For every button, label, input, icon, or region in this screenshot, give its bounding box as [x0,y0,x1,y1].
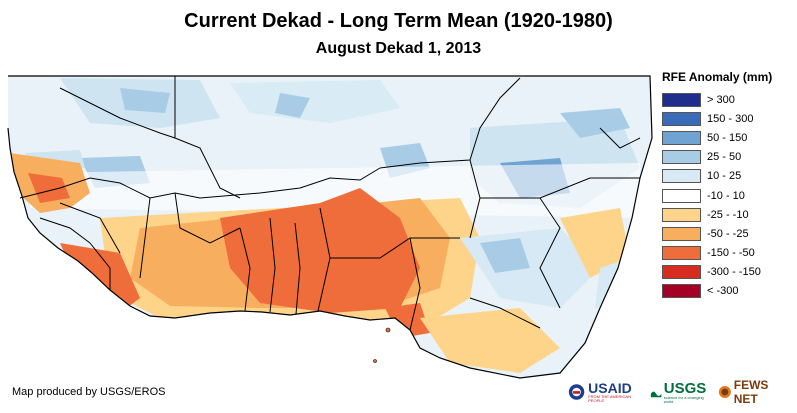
legend-label: -50 - -25 [707,227,749,240]
map-subtitle: August Dekad 1, 2013 [315,40,482,57]
country-borders [19,76,641,331]
map-land [8,76,652,378]
credit-text: Map produced by USGS/EROS [12,386,166,398]
legend-item: > 300 [662,90,772,109]
fewsnet-logo: FEWS NET [718,378,787,406]
usaid-seal-icon [568,384,585,400]
legend-label: > 300 [707,93,735,106]
legend-item: -25 - -10 [662,205,772,224]
legend-label: -25 - -10 [707,208,749,221]
map-title: Current Dekad - Long Term Mean (1920-198… [184,10,613,32]
legend-label: -10 - 10 [707,189,745,202]
logos: USAID FROM THE AMERICAN PEOPLE USGS scie… [568,376,797,408]
legend-label: 10 - 25 [707,170,742,183]
legend-label: 150 - 300 [707,112,754,125]
legend-title: RFE Anomaly (mm) [662,70,773,84]
legend-item: -300 - -150 [662,263,772,282]
usaid-logo: USAID FROM THE AMERICAN PEOPLE [568,381,640,403]
legend-swatch [662,284,701,299]
legend-item: 50 - 150 [662,128,772,147]
legend-item: -10 - 10 [662,186,772,205]
legend-swatch [662,246,701,261]
legend-label: 25 - 50 [707,151,742,164]
legend-swatch [662,226,701,241]
legend-swatch [662,169,701,184]
legend-swatch [662,92,701,107]
legend-swatch [662,150,701,165]
legend-item: 10 - 25 [662,167,772,186]
anomaly-map [7,75,653,379]
legend-swatch [662,207,701,222]
legend-item: -50 - -25 [662,224,772,243]
fewsnet-globe-icon [718,385,731,399]
legend-label: -150 - -50 [707,247,755,260]
legend-item: < -300 [662,282,772,301]
legend-label: 50 - 150 [707,131,748,144]
usgs-logo: USGS science for a changing world [650,381,709,404]
legend-swatch [662,265,701,280]
legend-item: -150 - -50 [662,244,772,263]
coastline [7,75,653,379]
usgs-wave-icon [650,391,661,398]
legend-label: < -300 [707,285,739,298]
legend-swatch [662,130,701,145]
legend: RFE Anomaly (mm) > 300 150 - 300 50 - 150 2… [662,70,772,301]
legend-item: 25 - 50 [662,148,772,167]
legend-item: 150 - 300 [662,109,772,128]
legend-label: -300 - -150 [707,266,761,279]
legend-swatch [662,111,701,126]
legend-swatch [662,188,701,203]
